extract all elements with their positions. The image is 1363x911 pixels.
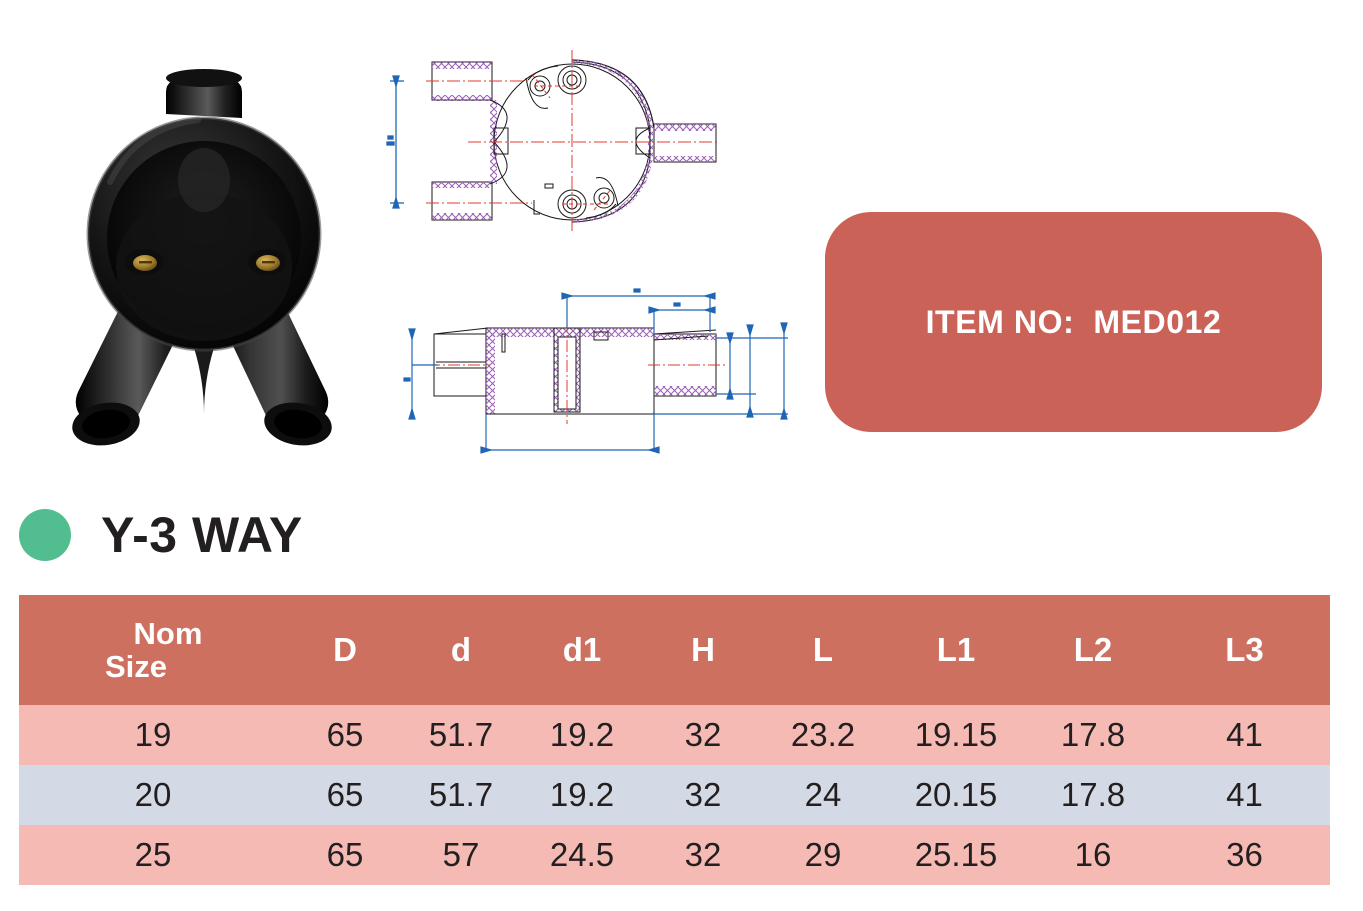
cell-l2: 17.8 — [1060, 716, 1126, 753]
cell-h: 32 — [684, 716, 722, 753]
cell-dd: 51.7 — [428, 776, 494, 813]
table-row: 20 65 51.7 19.2 32 24 20.15 17.8 41 — [19, 765, 1330, 825]
page-title: Y-3 WAY — [101, 507, 303, 563]
nom-size-line2: Size — [104, 649, 168, 684]
cell-l1: 25.15 — [914, 836, 998, 873]
table-header-row: Nom Size D d d1 H L L1 L2 L3 — [19, 595, 1330, 705]
cell-l: 24 — [804, 776, 842, 813]
cell-d: 65 — [326, 776, 364, 813]
table-row: 25 65 57 24.5 32 29 25.15 16 36 — [19, 825, 1330, 885]
column-header-l: L — [812, 631, 834, 668]
cell-nom: 20 — [134, 776, 172, 813]
column-header-d1: d1 — [562, 631, 602, 668]
cell-l3: 36 — [1226, 836, 1263, 873]
specification-table: Nom Size D d d1 H L L1 L2 L3 19 65 51.7 … — [19, 595, 1330, 885]
cell-l1: 20.15 — [914, 776, 998, 813]
product-header-section: ITEM NO: MED012 — [48, 32, 1322, 462]
column-header-h: H — [691, 631, 715, 668]
cell-l2: 17.8 — [1060, 776, 1126, 813]
cell-l2: 16 — [1074, 836, 1112, 873]
product-title-row: Y-3 WAY — [0, 495, 1363, 575]
cell-d1: 19.2 — [549, 716, 615, 753]
brass-screw-left — [125, 249, 163, 275]
cell-l: 29 — [804, 836, 842, 873]
cell-h: 32 — [684, 776, 722, 813]
column-header-l1: L1 — [936, 631, 976, 668]
top-stub — [166, 76, 242, 118]
column-header-dd: d — [450, 631, 472, 668]
cell-nom: 25 — [134, 836, 172, 873]
product-photo — [48, 62, 358, 452]
cell-h: 32 — [684, 836, 722, 873]
table-row: 19 65 51.7 19.2 32 23.2 19.15 17.8 41 — [19, 705, 1330, 765]
cell-d: 65 — [326, 716, 364, 753]
column-header-l2: L2 — [1073, 631, 1113, 668]
cell-dd: 57 — [442, 836, 480, 873]
cell-l3: 41 — [1226, 716, 1263, 753]
item-number-badge: ITEM NO: MED012 — [825, 212, 1322, 432]
cell-l: 23.2 — [790, 716, 856, 753]
cell-l1: 19.15 — [914, 716, 998, 753]
column-header-nom-size: Nom Size — [19, 595, 287, 705]
column-header-d: D — [333, 631, 357, 668]
technical-drawing-top-view — [382, 32, 722, 260]
cell-d1: 19.2 — [549, 776, 615, 813]
nom-size-line1: Nom — [133, 615, 203, 651]
cell-d: 65 — [326, 836, 364, 873]
technical-drawing-side-view — [398, 282, 798, 462]
cell-nom: 19 — [134, 716, 172, 753]
brass-screw-right — [248, 249, 286, 275]
cell-dd: 51.7 — [428, 716, 494, 753]
bullet-circle-icon — [19, 509, 71, 561]
cell-l3: 41 — [1226, 776, 1263, 813]
item-number-text: ITEM NO: MED012 — [925, 303, 1222, 340]
column-header-l3: L3 — [1225, 631, 1264, 668]
cell-d1: 24.5 — [549, 836, 615, 873]
